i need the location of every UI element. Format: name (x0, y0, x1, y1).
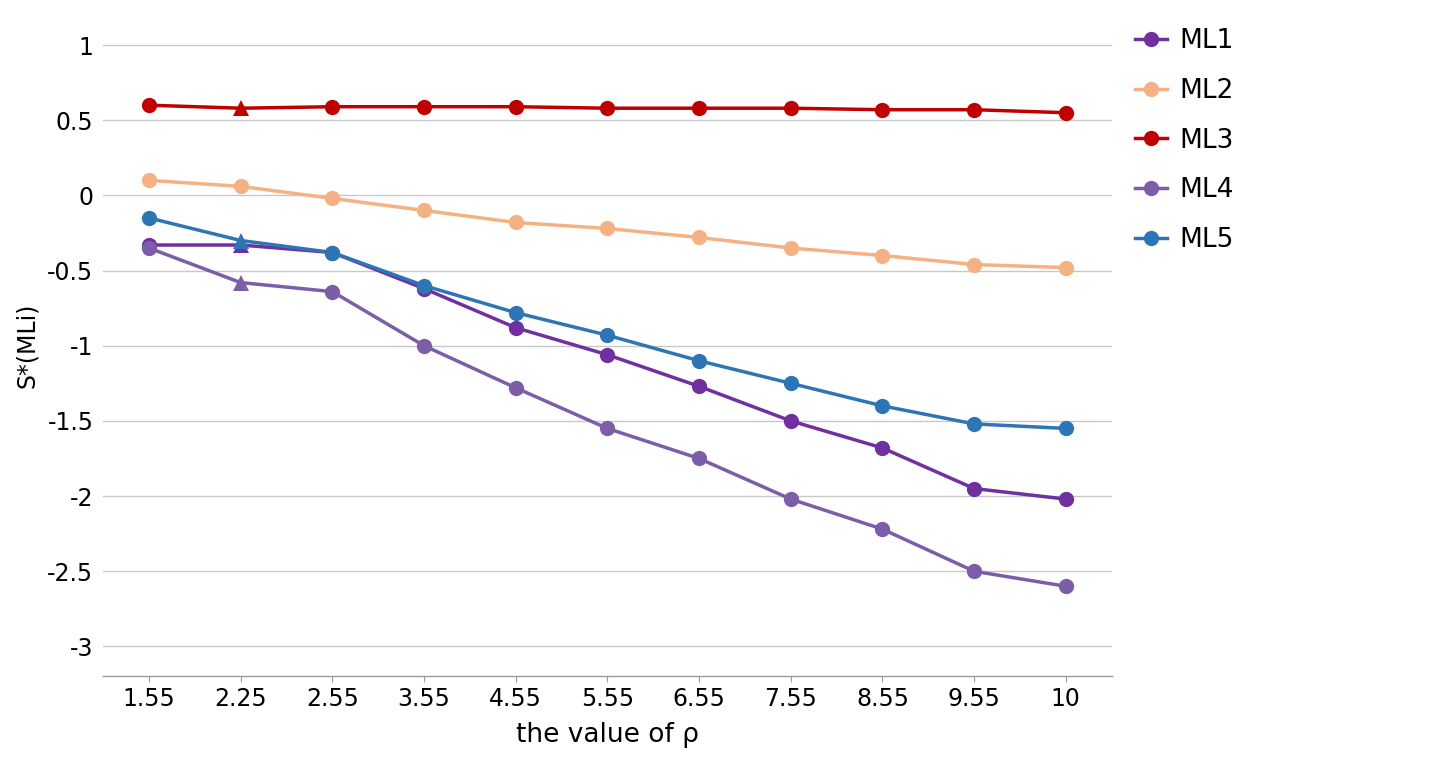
Legend: ML1, ML2, ML3, ML4, ML5: ML1, ML2, ML3, ML4, ML5 (1135, 28, 1234, 253)
X-axis label: the value of ρ: the value of ρ (516, 722, 698, 748)
Y-axis label: S*(MLi): S*(MLi) (14, 303, 39, 388)
